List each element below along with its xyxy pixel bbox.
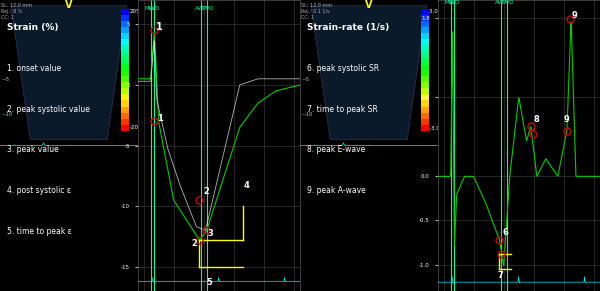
Text: AVC: AVC <box>194 6 206 11</box>
Text: AVO: AVO <box>449 0 461 6</box>
Bar <box>421 76 429 82</box>
Bar <box>121 107 129 113</box>
Text: —5: —5 <box>301 77 310 82</box>
Bar <box>121 76 129 82</box>
Text: SL: 12.0 mm
Rej.: 0.1 1/s
CC: 1: SL: 12.0 mm Rej.: 0.1 1/s CC: 1 <box>301 3 332 19</box>
Text: 3: 3 <box>208 229 214 238</box>
Text: -20%: -20% <box>129 125 143 130</box>
Bar <box>421 88 429 94</box>
Text: AVO: AVO <box>149 6 161 11</box>
Text: MVO: MVO <box>201 6 214 11</box>
Bar <box>421 70 429 76</box>
Bar <box>121 27 129 33</box>
Text: 9. peak A-wave: 9. peak A-wave <box>307 186 365 195</box>
Text: 7: 7 <box>497 271 503 280</box>
Bar <box>121 113 129 119</box>
Bar <box>121 64 129 70</box>
Bar <box>421 107 429 113</box>
Text: 2: 2 <box>191 239 197 248</box>
Text: 5: 5 <box>207 278 212 287</box>
Bar <box>421 113 429 119</box>
Text: 1: 1 <box>156 22 163 32</box>
Text: 7. time to peak SR: 7. time to peak SR <box>307 105 377 114</box>
Polygon shape <box>11 6 127 140</box>
Bar <box>121 119 129 125</box>
Text: 6: 6 <box>503 228 508 237</box>
Text: —10: —10 <box>1 112 13 117</box>
Bar <box>421 52 429 58</box>
Bar <box>421 100 429 107</box>
Text: 3.0 1/s: 3.0 1/s <box>429 9 448 14</box>
Bar <box>421 9 429 15</box>
Text: 3. peak value: 3. peak value <box>7 146 59 155</box>
Bar <box>421 27 429 33</box>
Text: MVC: MVC <box>444 0 456 6</box>
Text: AVC: AVC <box>494 0 506 6</box>
Text: —5: —5 <box>1 77 10 82</box>
Bar <box>421 15 429 21</box>
Text: 4: 4 <box>244 181 250 190</box>
Bar <box>421 33 429 39</box>
Bar <box>421 94 429 100</box>
Bar <box>121 39 129 45</box>
Text: 9: 9 <box>564 115 569 124</box>
Text: —10: —10 <box>301 112 313 117</box>
Bar <box>121 45 129 52</box>
Bar <box>121 52 129 58</box>
Text: 9: 9 <box>572 11 577 19</box>
Text: SL: 12.0 mm
Rej.: 8 %
CC: 1: SL: 12.0 mm Rej.: 8 % CC: 1 <box>1 3 32 19</box>
Text: Strain (%): Strain (%) <box>7 23 58 32</box>
Bar <box>421 119 429 125</box>
Bar <box>121 21 129 27</box>
Bar <box>421 82 429 88</box>
Text: 6. peak systolic SR: 6. peak systolic SR <box>307 64 379 73</box>
Text: 1. onset value: 1. onset value <box>7 64 61 73</box>
Text: MVO: MVO <box>501 0 514 6</box>
Text: 1: 1 <box>157 114 163 123</box>
Bar <box>121 88 129 94</box>
Bar <box>121 9 129 15</box>
Bar <box>421 125 429 131</box>
Text: 4. post systolic ε: 4. post systolic ε <box>7 186 71 195</box>
Text: 8: 8 <box>533 115 539 124</box>
Bar <box>121 82 129 88</box>
Text: V: V <box>365 0 373 10</box>
Text: MVC: MVC <box>144 6 156 11</box>
Polygon shape <box>311 6 427 140</box>
Bar <box>121 58 129 64</box>
Bar <box>421 58 429 64</box>
Text: -3.0 1/s: -3.0 1/s <box>429 125 450 130</box>
Text: Strain-rate (1/s): Strain-rate (1/s) <box>307 23 389 32</box>
Bar <box>421 64 429 70</box>
Text: 20%: 20% <box>129 9 142 14</box>
Text: 2: 2 <box>204 187 209 196</box>
Bar <box>121 100 129 107</box>
Bar <box>421 45 429 52</box>
Bar <box>421 39 429 45</box>
Text: 5. time to peak ε: 5. time to peak ε <box>7 227 71 236</box>
Bar <box>121 70 129 76</box>
Bar <box>421 21 429 27</box>
Text: 8. peak E-wave: 8. peak E-wave <box>307 146 365 155</box>
Bar <box>121 125 129 131</box>
Bar <box>121 33 129 39</box>
Text: V: V <box>65 0 73 10</box>
Bar <box>121 94 129 100</box>
Text: 2. peak systolic value: 2. peak systolic value <box>7 105 90 114</box>
Bar <box>121 15 129 21</box>
